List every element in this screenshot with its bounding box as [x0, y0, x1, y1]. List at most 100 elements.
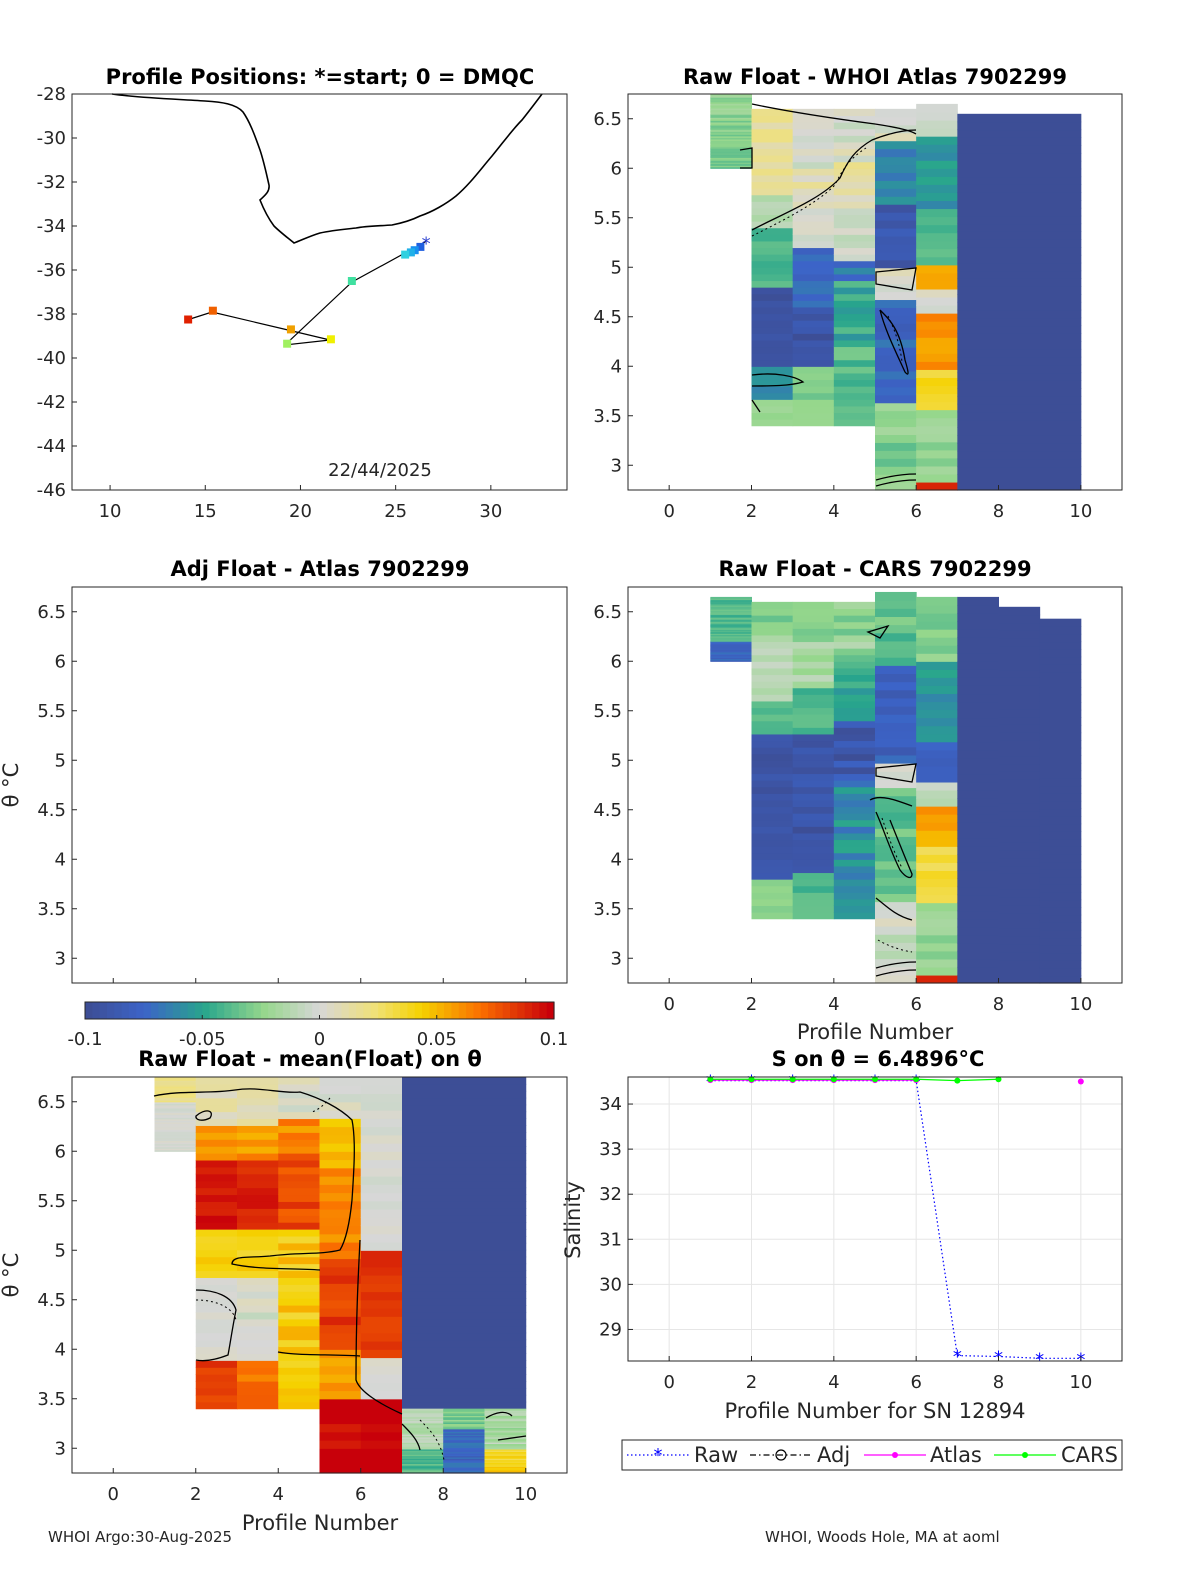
- whoi-cell: [916, 272, 958, 282]
- mean-cell: [443, 1430, 485, 1433]
- mean-cell: [484, 1428, 527, 1431]
- whoi-cell: [957, 395, 1082, 405]
- sal-title: S on θ = 6.4896°C: [772, 1047, 985, 1071]
- colorbar-cell: [224, 1002, 233, 1019]
- cars-cell: [792, 832, 835, 841]
- cars-cell: [1039, 952, 1082, 961]
- mean-cell: [319, 1184, 362, 1194]
- mean-cell: [278, 1215, 320, 1223]
- cars-cell: [792, 733, 835, 742]
- cars-cell: [916, 878, 958, 888]
- sal-ytick-label: 34: [599, 1094, 622, 1115]
- mean-cell: [319, 1308, 362, 1317]
- mean-cell: [278, 1201, 320, 1209]
- mean-cell: [195, 1311, 238, 1320]
- mean-cell: [484, 1455, 527, 1458]
- whoi-cell: [792, 273, 835, 282]
- cars-cell: [792, 846, 835, 854]
- whoi-xtick-label: 4: [828, 501, 839, 522]
- colorbar-tick-label: 0.05: [417, 1029, 457, 1050]
- colorbar-cell: [268, 1002, 277, 1019]
- mean-title: Raw Float - mean(Float) on θ: [138, 1047, 482, 1071]
- mean-cell: [319, 1134, 362, 1144]
- mean-cell: [195, 1367, 238, 1375]
- mean-cell: [402, 1458, 444, 1461]
- mean-cell: [195, 1387, 238, 1396]
- cars-cell: [792, 819, 835, 827]
- mean-cell: [319, 1233, 362, 1243]
- cars-cell: [875, 958, 917, 968]
- mean-cell: [484, 1442, 527, 1445]
- mean-cell: [402, 1305, 527, 1313]
- cars-cell: [710, 658, 752, 661]
- mean-cell: [319, 1209, 362, 1218]
- profile-position-marker: [208, 306, 217, 315]
- mean-cell: [402, 1418, 444, 1420]
- mean-cell: [319, 1341, 362, 1350]
- whoi-cell: [710, 121, 752, 124]
- mean-cell: [278, 1367, 320, 1375]
- mean-cell: [319, 1456, 362, 1466]
- whoi-cell: [710, 103, 752, 106]
- mean-cell: [195, 1111, 238, 1120]
- whoi-cell: [792, 419, 835, 427]
- cars-cell: [957, 942, 999, 952]
- mean-cell: [484, 1432, 527, 1435]
- whoi-cell: [751, 320, 794, 328]
- mean-cell: [402, 1298, 527, 1306]
- colorbar-cell: [165, 1002, 174, 1019]
- whoi-cell: [875, 482, 917, 491]
- cars-cell: [916, 814, 958, 823]
- whoi-cell: [833, 128, 876, 136]
- whoi-cell: [833, 359, 876, 367]
- cars-cell: [916, 854, 958, 863]
- mean-cell: [195, 1104, 238, 1113]
- mean-cell: [237, 1153, 279, 1161]
- whoi-cell: [916, 313, 958, 322]
- whoi-cell: [710, 165, 752, 168]
- cars-cell: [833, 654, 876, 662]
- whoi-cell: [751, 174, 794, 183]
- mean-cell: [195, 1097, 238, 1106]
- mean-cell: [484, 1430, 527, 1433]
- cars-title: Raw Float - CARS 7902299: [718, 557, 1031, 581]
- cars-ytick-label: 5.5: [593, 701, 622, 722]
- whoi-cell: [833, 386, 876, 394]
- cars-cell: [792, 621, 835, 629]
- whoi-cell: [833, 320, 876, 328]
- colorbar-cell: [106, 1002, 115, 1019]
- mean-cell: [360, 1225, 403, 1235]
- cars-cell: [998, 826, 1041, 835]
- whoi-cell: [916, 481, 958, 491]
- whoi-cell: [957, 231, 1082, 240]
- mean-cell: [237, 1256, 279, 1265]
- cars-cell: [751, 601, 794, 610]
- mean-cell: [278, 1139, 320, 1147]
- mean-cell: [154, 1087, 197, 1090]
- cars-cell: [792, 872, 835, 880]
- sal-ytick-label: 31: [599, 1229, 622, 1250]
- whoi-cell: [792, 386, 835, 394]
- whoi-cell: [710, 140, 752, 143]
- whoi-cell: [875, 180, 917, 189]
- colorbar-cell: [260, 1002, 269, 1019]
- whoi-cell: [710, 98, 752, 101]
- colorbar-cell: [290, 1002, 299, 1019]
- cars-cell: [875, 624, 917, 634]
- cars-cell: [751, 773, 794, 781]
- colorbar-tick-label: 0: [314, 1029, 325, 1050]
- whoi-cell: [792, 379, 835, 387]
- cars-cell: [957, 918, 999, 928]
- mean-cell: [154, 1111, 197, 1114]
- whoi-cell: [710, 101, 752, 104]
- mean-cell: [402, 1360, 527, 1368]
- mean-cell: [154, 1114, 197, 1117]
- cars-cell: [998, 881, 1041, 890]
- whoi-cell: [751, 359, 794, 367]
- whoi-cell: [957, 482, 1082, 491]
- mean-cell: [154, 1094, 197, 1097]
- mean-cell: [319, 1200, 362, 1210]
- whoi-cell: [916, 296, 958, 306]
- whoi-cell: [751, 240, 794, 249]
- mean-cell: [402, 1104, 527, 1113]
